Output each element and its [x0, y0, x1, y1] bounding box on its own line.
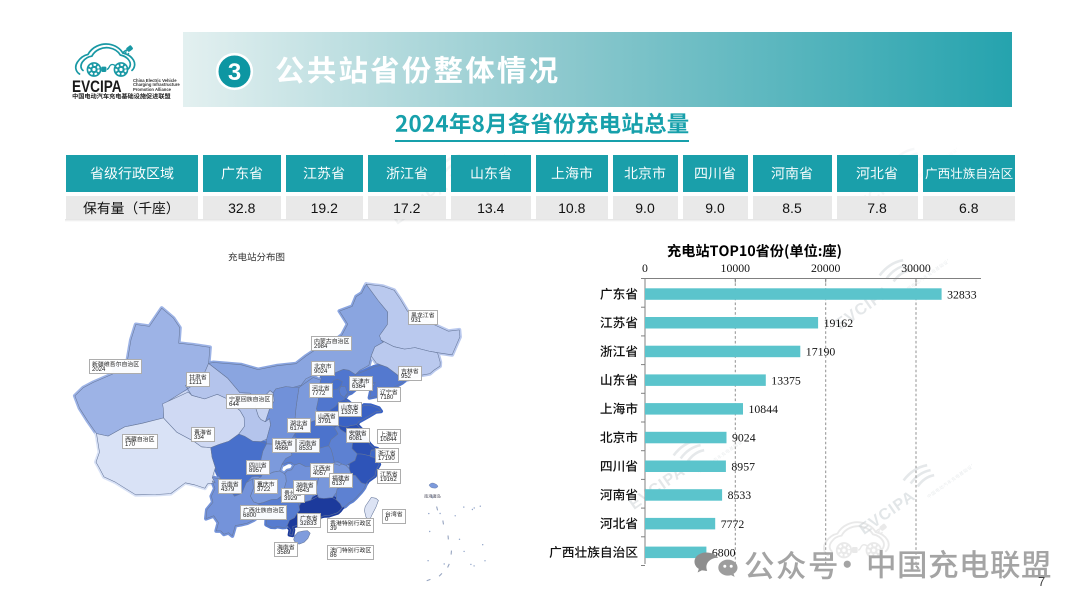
svg-text:17190: 17190: [806, 345, 836, 359]
svg-text:0: 0: [642, 261, 648, 275]
svg-text:6800: 6800: [712, 546, 736, 560]
svg-text:13375: 13375: [771, 373, 801, 387]
svg-text:19162: 19162: [824, 316, 854, 330]
svg-text:10844: 10844: [749, 402, 779, 416]
svg-text:30000: 30000: [901, 261, 931, 275]
svg-text:8533: 8533: [728, 488, 752, 502]
svg-text:7772: 7772: [721, 517, 745, 531]
svg-text:32833: 32833: [947, 287, 977, 301]
svg-text:8957: 8957: [731, 459, 755, 473]
svg-text:9024: 9024: [732, 431, 756, 445]
svg-text:10000: 10000: [721, 261, 751, 275]
svg-text:3: 3: [228, 59, 241, 86]
svg-text:20000: 20000: [811, 261, 841, 275]
